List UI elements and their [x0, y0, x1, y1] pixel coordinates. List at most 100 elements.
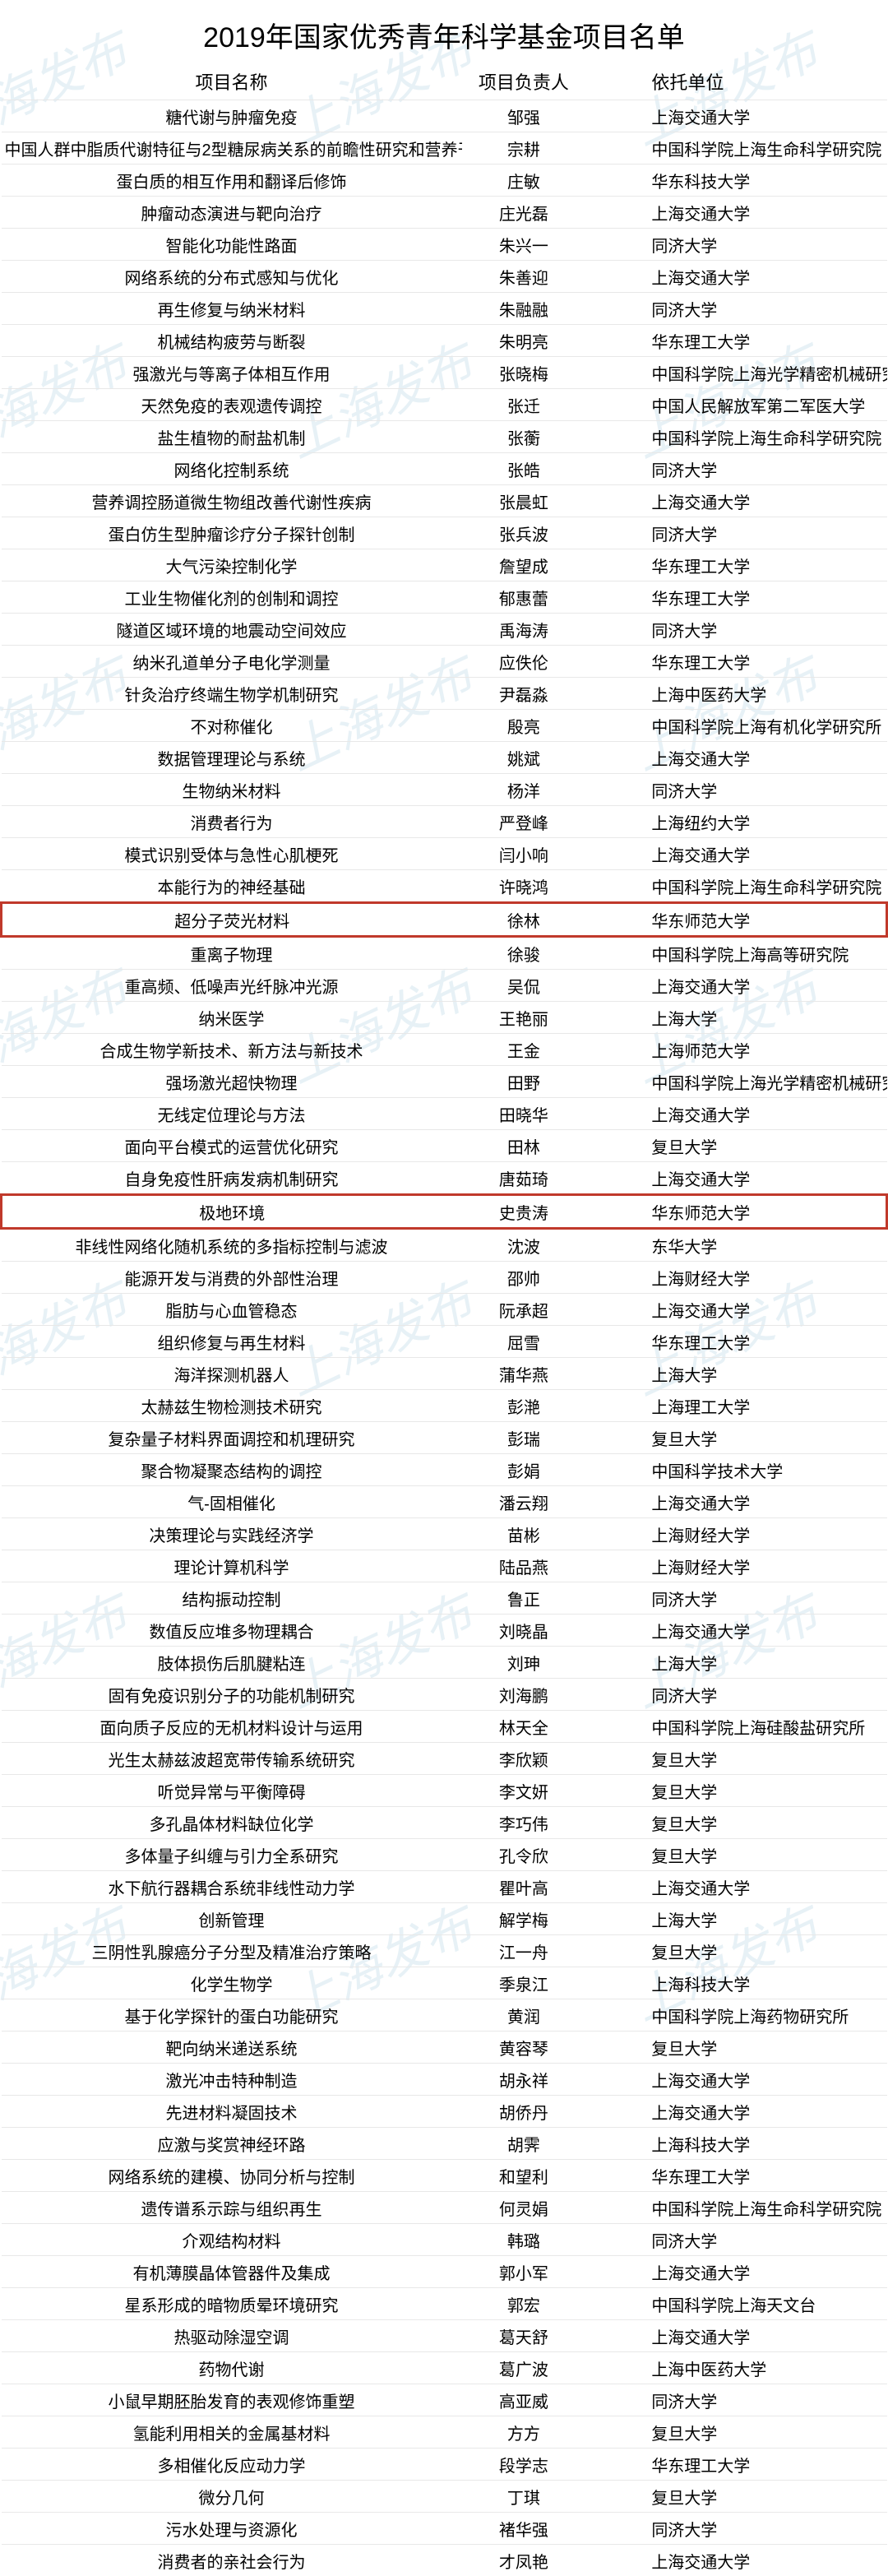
- cell-institution: 华东理工大学: [585, 1326, 886, 1358]
- cell-project: 无线定位理论与方法: [2, 1098, 462, 1130]
- cell-project: 光生太赫兹波超宽带传输系统研究: [2, 1743, 462, 1775]
- table-row: 组织修复与再生材料屈雪华东理工大学: [2, 1326, 887, 1358]
- table-row: 化学生物学季泉江上海科技大学: [2, 1967, 887, 1999]
- table-row: 重离子物理徐骏中国科学院上海高等研究院: [2, 937, 887, 970]
- cell-institution: 中国科学院上海有机化学研究所: [585, 710, 886, 742]
- cell-project: 水下航行器耦合系统非线性动力学: [2, 1871, 462, 1903]
- cell-person: 朱善迎: [462, 261, 586, 293]
- cell-project: 脂肪与心血管稳态: [2, 1294, 462, 1326]
- cell-institution: 华东理工大学: [585, 581, 886, 614]
- cell-project: 多体量子纠缠与引力全系研究: [2, 1839, 462, 1871]
- cell-project: 结构振动控制: [2, 1582, 462, 1615]
- cell-institution: 同济大学: [585, 453, 886, 485]
- cell-project: 肿瘤动态演进与靶向治疗: [2, 197, 462, 229]
- table-row: 有机薄膜晶体管器件及集成郭小军上海交通大学: [2, 2256, 887, 2288]
- page-title: 2019年国家优秀青年科学基金项目名单: [0, 0, 888, 63]
- cell-institution: 华东师范大学: [585, 903, 886, 937]
- cell-person: 朱融融: [462, 293, 586, 325]
- cell-institution: 华东理工大学: [585, 325, 886, 357]
- cell-project: 大气污染控制化学: [2, 549, 462, 581]
- table-row: 理论计算机科学陆品燕上海财经大学: [2, 1550, 887, 1582]
- table-row: 决策理论与实践经济学苗彬上海财经大学: [2, 1518, 887, 1550]
- cell-person: 胡永祥: [462, 2064, 586, 2096]
- cell-person: 郭小军: [462, 2256, 586, 2288]
- cell-person: 禹海涛: [462, 614, 586, 646]
- cell-institution: 上海大学: [585, 1903, 886, 1935]
- cell-project: 消费者行为: [2, 806, 462, 838]
- cell-person: 张兵波: [462, 517, 586, 549]
- cell-institution: 中国科学院上海硅酸盐研究所: [585, 1711, 886, 1743]
- cell-person: 徐林: [462, 903, 586, 937]
- cell-person: 严登峰: [462, 806, 586, 838]
- table-row: 先进材料凝固技术胡侨丹上海交通大学: [2, 2096, 887, 2128]
- table-header-row: 项目名称 项目负责人 依托单位: [2, 63, 887, 100]
- cell-person: 彭滟: [462, 1390, 586, 1422]
- table-row: 重高频、低噪声光纤脉冲光源吴侃上海交通大学: [2, 970, 887, 1002]
- table-row: 肿瘤动态演进与靶向治疗庄光磊上海交通大学: [2, 197, 887, 229]
- cell-institution: 上海师范大学: [585, 1034, 886, 1066]
- cell-institution: 华东理工大学: [585, 646, 886, 678]
- cell-institution: 上海交通大学: [585, 197, 886, 229]
- cell-institution: 华东理工大学: [585, 549, 886, 581]
- cell-institution: 中国科学院上海光学精密机械研究所: [585, 357, 886, 389]
- cell-person: 彭娟: [462, 1454, 586, 1486]
- table-row: 数值反应堆多物理耦合刘晓晶上海交通大学: [2, 1615, 887, 1647]
- cell-project: 激光冲击特种制造: [2, 2064, 462, 2096]
- cell-project: 星系形成的暗物质晕环境研究: [2, 2288, 462, 2320]
- table-row: 超分子荧光材料徐林华东师范大学: [2, 903, 887, 937]
- table-row: 糖代谢与肿瘤免疫邹强上海交通大学: [2, 100, 887, 132]
- cell-person: 林天全: [462, 1711, 586, 1743]
- cell-person: 丁琪: [462, 2481, 586, 2513]
- cell-project: 小鼠早期胚胎发育的表观修饰重塑: [2, 2384, 462, 2416]
- cell-project: 蛋白质的相互作用和翻译后修饰: [2, 164, 462, 197]
- cell-project: 遗传谱系示踪与组织再生: [2, 2192, 462, 2224]
- table-row: 模式识别受体与急性心肌梗死闫小响上海交通大学: [2, 838, 887, 870]
- cell-project: 海洋探测机器人: [2, 1358, 462, 1390]
- cell-institution: 上海纽约大学: [585, 806, 886, 838]
- table-row: 数据管理理论与系统姚斌上海交通大学: [2, 742, 887, 774]
- cell-institution: 上海交通大学: [585, 261, 886, 293]
- cell-person: 张蘅: [462, 421, 586, 453]
- cell-person: 韩璐: [462, 2224, 586, 2256]
- cell-institution: 同济大学: [585, 517, 886, 549]
- cell-project: 组织修复与再生材料: [2, 1326, 462, 1358]
- cell-person: 唐茹琦: [462, 1162, 586, 1195]
- cell-institution: 上海科技大学: [585, 2128, 886, 2160]
- cell-project: 多孔晶体材料缺位化学: [2, 1807, 462, 1839]
- cell-project: 热驱动除湿空调: [2, 2320, 462, 2352]
- cell-person: 李欣颖: [462, 1743, 586, 1775]
- table-row: 非线性网络化随机系统的多指标控制与滤波沈波东华大学: [2, 1229, 887, 1262]
- cell-institution: 上海交通大学: [585, 2064, 886, 2096]
- cell-person: 王金: [462, 1034, 586, 1066]
- cell-project: 生物纳米材料: [2, 774, 462, 806]
- table-row: 聚合物凝聚态结构的调控彭娟中国科学技术大学: [2, 1454, 887, 1486]
- cell-institution: 复旦大学: [585, 1839, 886, 1871]
- cell-project: 蛋白仿生型肿瘤诊疗分子探针创制: [2, 517, 462, 549]
- cell-project: 数值反应堆多物理耦合: [2, 1615, 462, 1647]
- cell-institution: 复旦大学: [585, 2481, 886, 2513]
- cell-institution: 上海大学: [585, 1358, 886, 1390]
- cell-institution: 上海交通大学: [585, 2320, 886, 2352]
- cell-project: 有机薄膜晶体管器件及集成: [2, 2256, 462, 2288]
- cell-project: 极地环境: [2, 1195, 462, 1229]
- cell-institution: 同济大学: [585, 774, 886, 806]
- table-row: 脂肪与心血管稳态阮承超上海交通大学: [2, 1294, 887, 1326]
- cell-person: 鲁正: [462, 1582, 586, 1615]
- cell-project: 肢体损伤后肌腱粘连: [2, 1647, 462, 1679]
- cell-project: 氢能利用相关的金属基材料: [2, 2416, 462, 2449]
- cell-person: 邵帅: [462, 1262, 586, 1294]
- cell-institution: 中国科学院上海生命科学研究院: [585, 132, 886, 164]
- cell-institution: 上海中医药大学: [585, 2352, 886, 2384]
- cell-person: 陆品燕: [462, 1550, 586, 1582]
- cell-person: 刘海鹏: [462, 1679, 586, 1711]
- table-row: 强激光与等离子体相互作用张晓梅中国科学院上海光学精密机械研究所: [2, 357, 887, 389]
- cell-person: 吴侃: [462, 970, 586, 1002]
- cell-institution: 上海交通大学: [585, 1162, 886, 1195]
- cell-institution: 上海交通大学: [585, 2256, 886, 2288]
- table-row: 无线定位理论与方法田晓华上海交通大学: [2, 1098, 887, 1130]
- cell-project: 太赫兹生物检测技术研究: [2, 1390, 462, 1422]
- cell-institution: 上海科技大学: [585, 1967, 886, 1999]
- table-row: 结构振动控制鲁正同济大学: [2, 1582, 887, 1615]
- cell-institution: 上海财经大学: [585, 1550, 886, 1582]
- table-row: 针灸治疗终端生物学机制研究尹磊淼上海中医药大学: [2, 678, 887, 710]
